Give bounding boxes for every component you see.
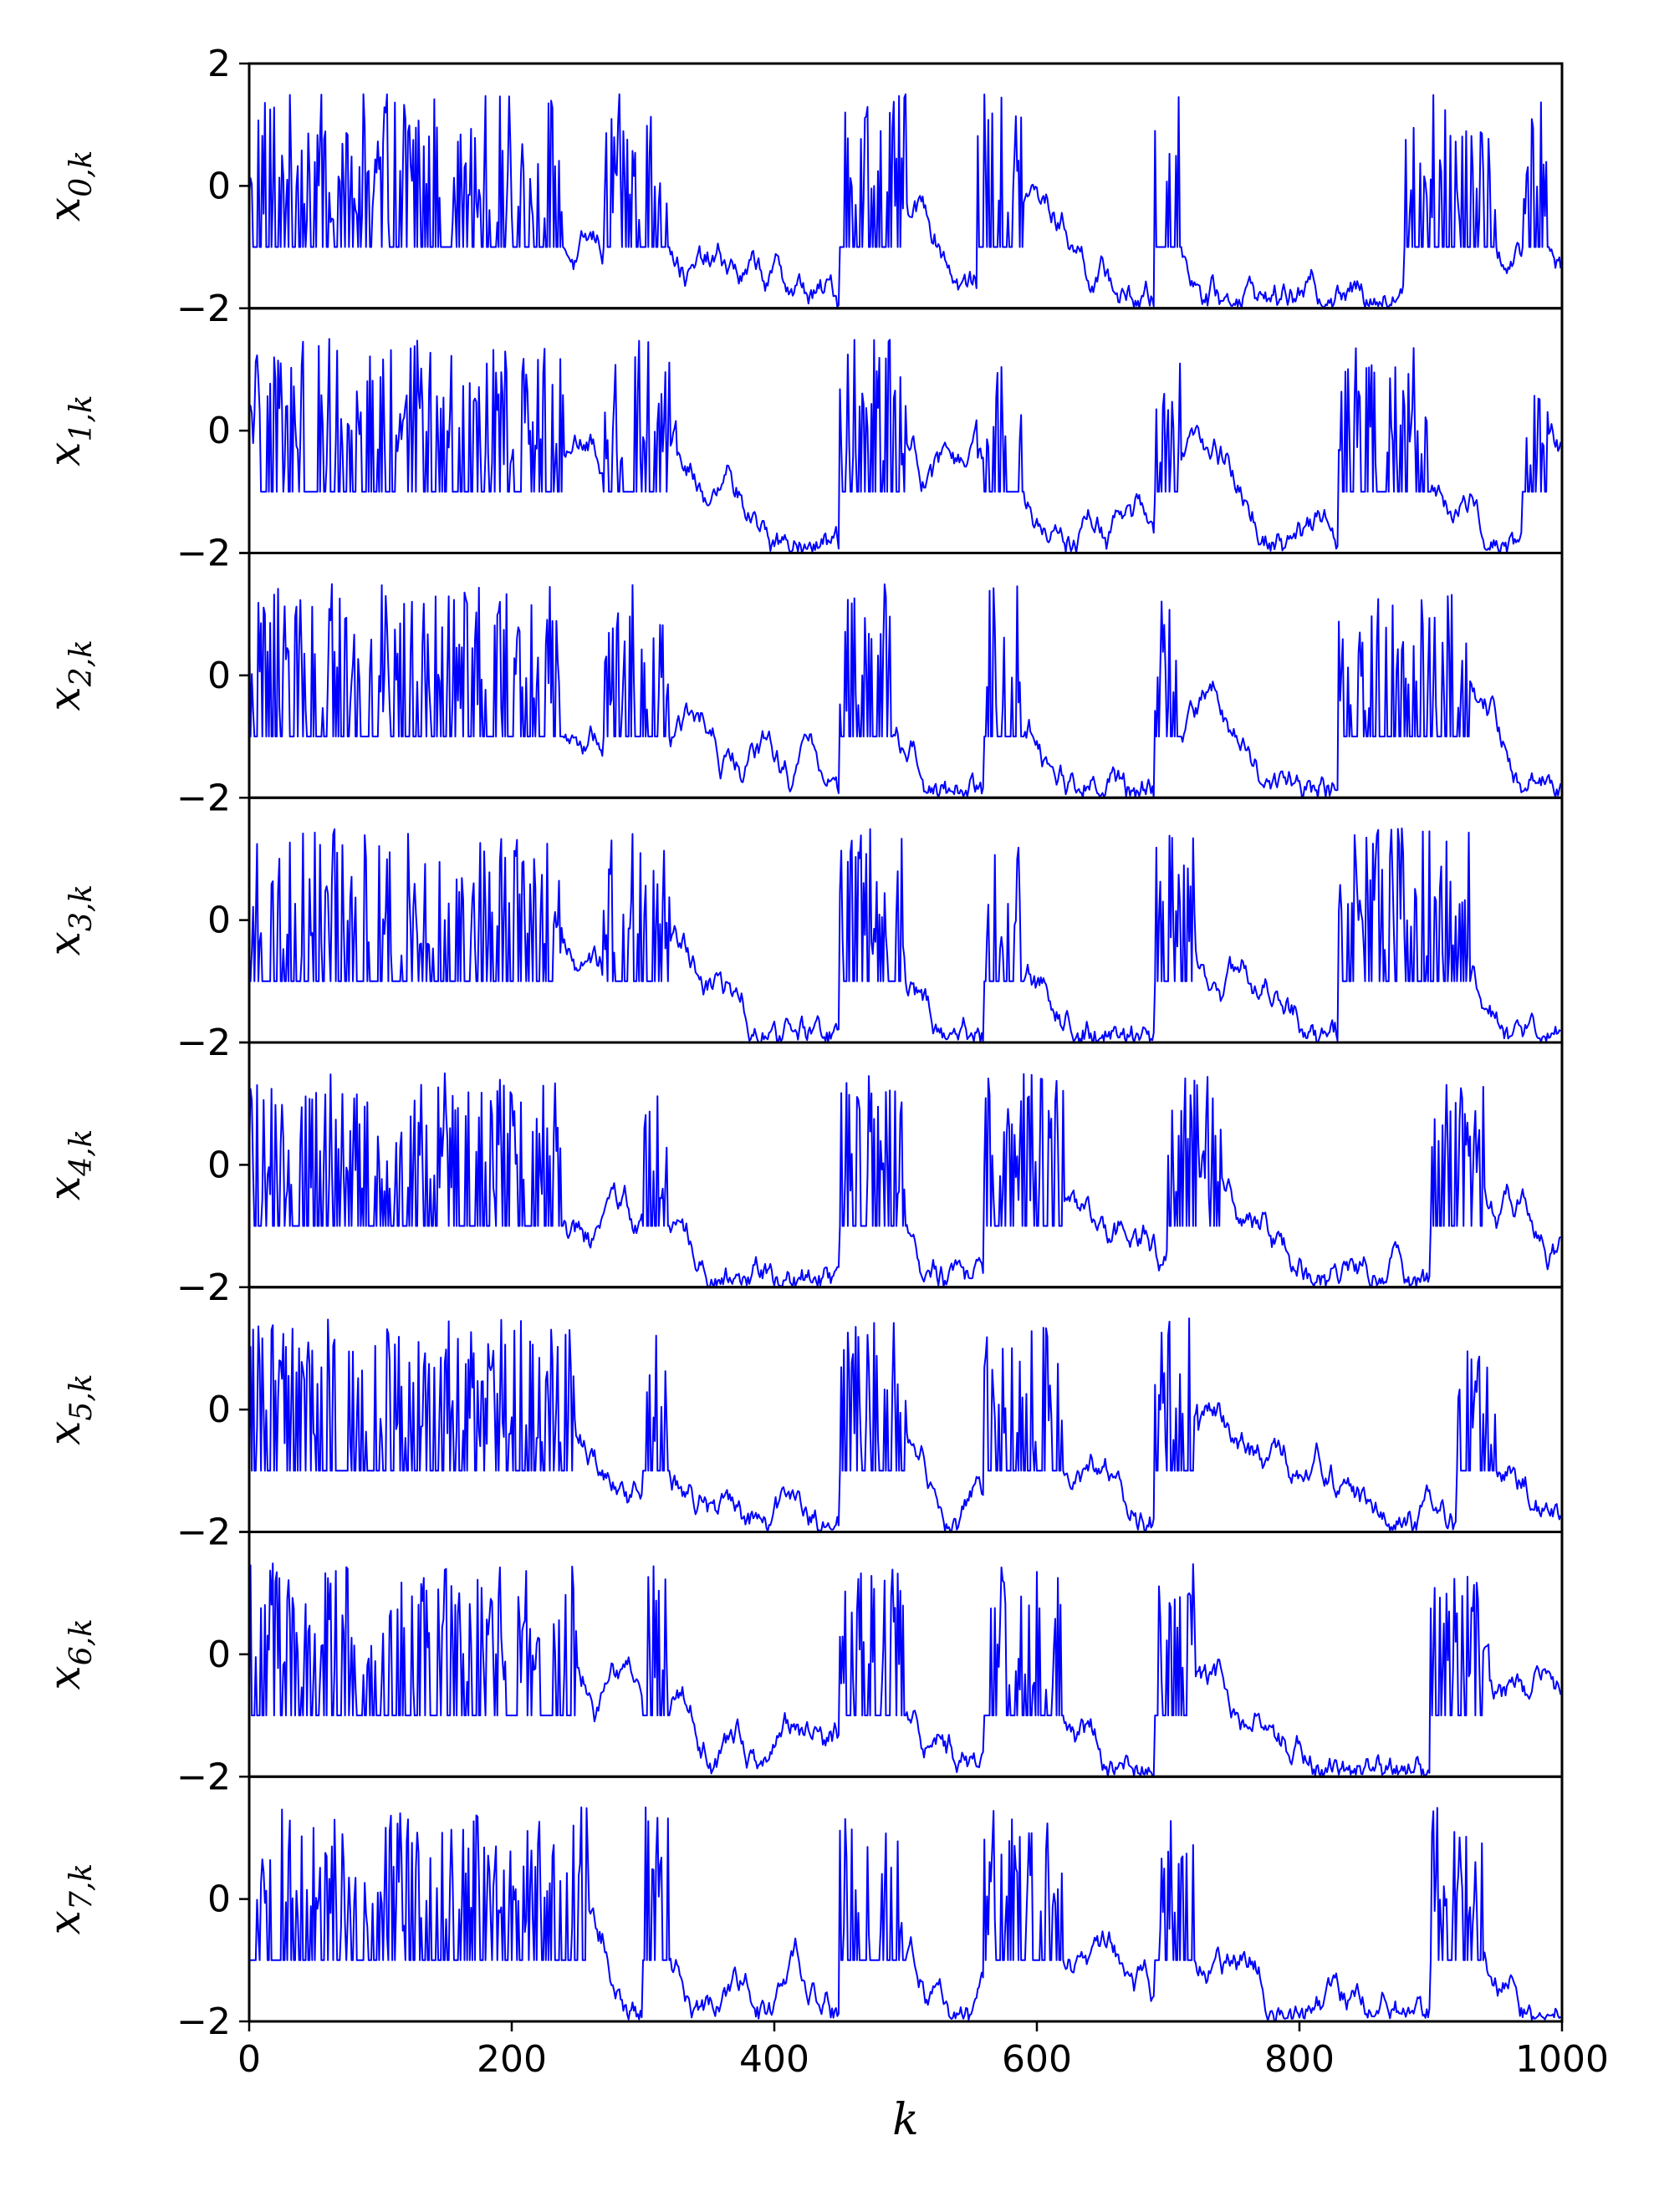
y-tick-label: −2 <box>176 533 231 575</box>
x-axis: 0 200 400 600 800 1000 <box>237 2021 1609 2081</box>
x-tick-label: 1000 <box>1515 2038 1609 2081</box>
y-tick-label: 0 <box>207 1144 231 1186</box>
y-axis-label-7: x7,k <box>40 1863 99 1935</box>
y-tick-label: −2 <box>176 1511 231 1554</box>
y-tick-label: −2 <box>176 1022 231 1064</box>
panel-4: −2 0 −2 x4,k <box>40 1022 1564 1309</box>
panel-frame-7 <box>248 1775 1564 2023</box>
series-line-7 <box>249 1806 1562 2022</box>
y-tick-label: 0 <box>207 1634 231 1676</box>
y-tick-label: −2 <box>176 777 231 819</box>
panel-5: −2 0 −2 x5,k <box>40 1267 1564 1554</box>
y-tick-label: 0 <box>207 410 231 452</box>
y-tick-label: −2 <box>176 1756 231 1798</box>
y-tick-label: −2 <box>176 1267 231 1309</box>
chart-panels: 20−2x0,k−20−2x1,k−20−2x2,k−20−2x3,k−20−2… <box>40 43 1564 2043</box>
y-tick-label: −2 <box>176 2000 231 2043</box>
x-tick-label: 200 <box>477 2038 547 2081</box>
y-tick-label: −2 <box>176 288 231 330</box>
panel-2: −2 0 −2 x2,k <box>40 533 1564 819</box>
panel-6: −2 0 −2 x6,k <box>40 1511 1564 1798</box>
x-axis-label: k <box>892 2095 919 2145</box>
y-tick-label: −2 <box>176 1511 231 1554</box>
y-tick-label: 2 <box>207 43 231 85</box>
y-axis-label-1: x1,k <box>40 395 99 466</box>
x-tick-label: 800 <box>1264 2038 1335 2081</box>
series-line-2 <box>248 583 1562 799</box>
y-tick-label: 0 <box>207 900 231 942</box>
series-line-3 <box>248 827 1561 1043</box>
y-tick-label: 0 <box>207 165 231 207</box>
panel-frame-4 <box>248 1041 1564 1289</box>
series-line-6 <box>248 1562 1562 1778</box>
series-line-4 <box>248 1072 1562 1288</box>
y-axis-label-6: x6,k <box>40 1618 99 1690</box>
y-tick-label: 0 <box>207 1878 231 1921</box>
y-tick-label: 0 <box>207 655 231 697</box>
y-axis-label-0: x0,k <box>40 150 99 222</box>
y-tick-label: −2 <box>176 288 231 330</box>
series-line-1 <box>248 338 1562 554</box>
y-tick-label: −2 <box>176 1267 231 1309</box>
series-line-0 <box>248 93 1562 309</box>
panel-7: −2 0 −2 x7,k <box>40 1756 1564 2043</box>
y-axis-label-3: x3,k <box>40 884 99 956</box>
panel-frame-2 <box>248 552 1564 799</box>
y-tick-label: −2 <box>176 1022 231 1064</box>
panel-0: 2 0 −2 x0,k <box>40 43 1564 330</box>
panel-1: −2 0 −2 x1,k <box>40 288 1564 575</box>
series-line-5 <box>248 1318 1562 1533</box>
y-tick-label: −2 <box>176 1756 231 1798</box>
y-axis-label-5: x5,k <box>40 1374 99 1445</box>
y-axis-label-2: x2,k <box>40 640 99 711</box>
panel-3: −2 0 −2 x3,k <box>40 777 1564 1064</box>
x-tick-label: 400 <box>739 2038 809 2081</box>
x-tick-label: 0 <box>237 2038 261 2081</box>
y-tick-label: 0 <box>207 1389 231 1431</box>
y-tick-label: −2 <box>176 777 231 819</box>
y-axis-label-4: x4,k <box>40 1129 99 1201</box>
y-tick-label: −2 <box>176 533 231 575</box>
x-tick-label: 600 <box>1002 2038 1072 2081</box>
